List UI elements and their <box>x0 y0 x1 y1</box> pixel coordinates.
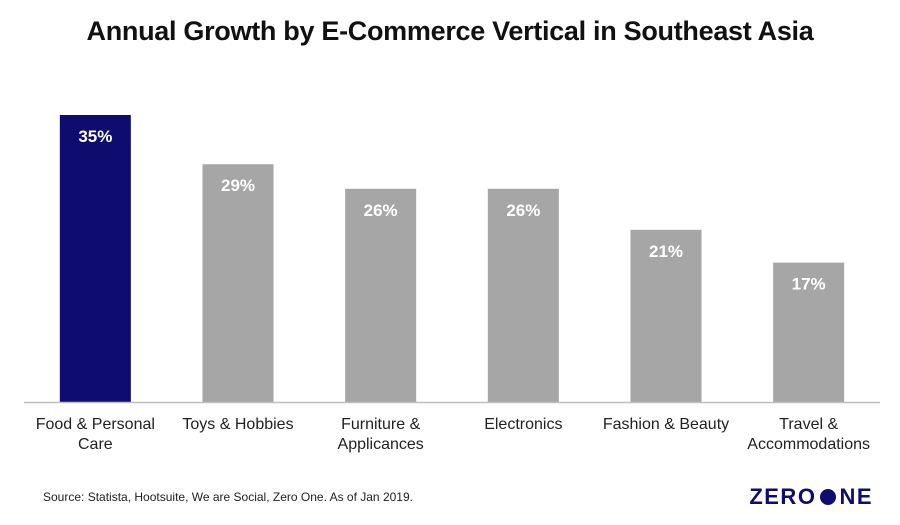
category-label: Food & Personal <box>36 416 155 433</box>
bar <box>202 164 274 402</box>
data-label: 21% <box>649 242 683 261</box>
category-label: Toys & Hobbies <box>182 416 293 433</box>
category-label: Furniture & <box>341 416 420 433</box>
logo-text-right: NE <box>839 484 873 509</box>
data-label: 26% <box>364 201 398 220</box>
source-note: Source: Statista, Hootsuite, We are Soci… <box>43 490 413 504</box>
chart-title: Annual Growth by E-Commerce Vertical in … <box>86 16 814 46</box>
bar <box>345 188 417 402</box>
bar <box>59 115 131 402</box>
bar-chart: 35% Food & Personal Care 29% Toys & Hobbies 2… <box>24 115 880 453</box>
category-label: Fashion & Beauty <box>603 416 729 433</box>
data-label: 17% <box>792 275 826 294</box>
category-label: Applicances <box>338 436 424 453</box>
category-label: Travel & <box>779 416 838 433</box>
logo-circle-icon <box>820 489 837 505</box>
logo-text-left: ZERO <box>749 484 817 509</box>
bar <box>630 229 702 402</box>
data-label: 35% <box>78 127 112 146</box>
category-label: Care <box>78 436 113 453</box>
bar <box>773 262 845 402</box>
data-label: 29% <box>221 176 255 195</box>
bar <box>487 188 559 402</box>
zero-one-logo: ZERO NE <box>749 484 873 510</box>
category-label: Accommodations <box>747 436 870 453</box>
category-label: Electronics <box>484 416 562 433</box>
data-label: 26% <box>506 201 540 220</box>
